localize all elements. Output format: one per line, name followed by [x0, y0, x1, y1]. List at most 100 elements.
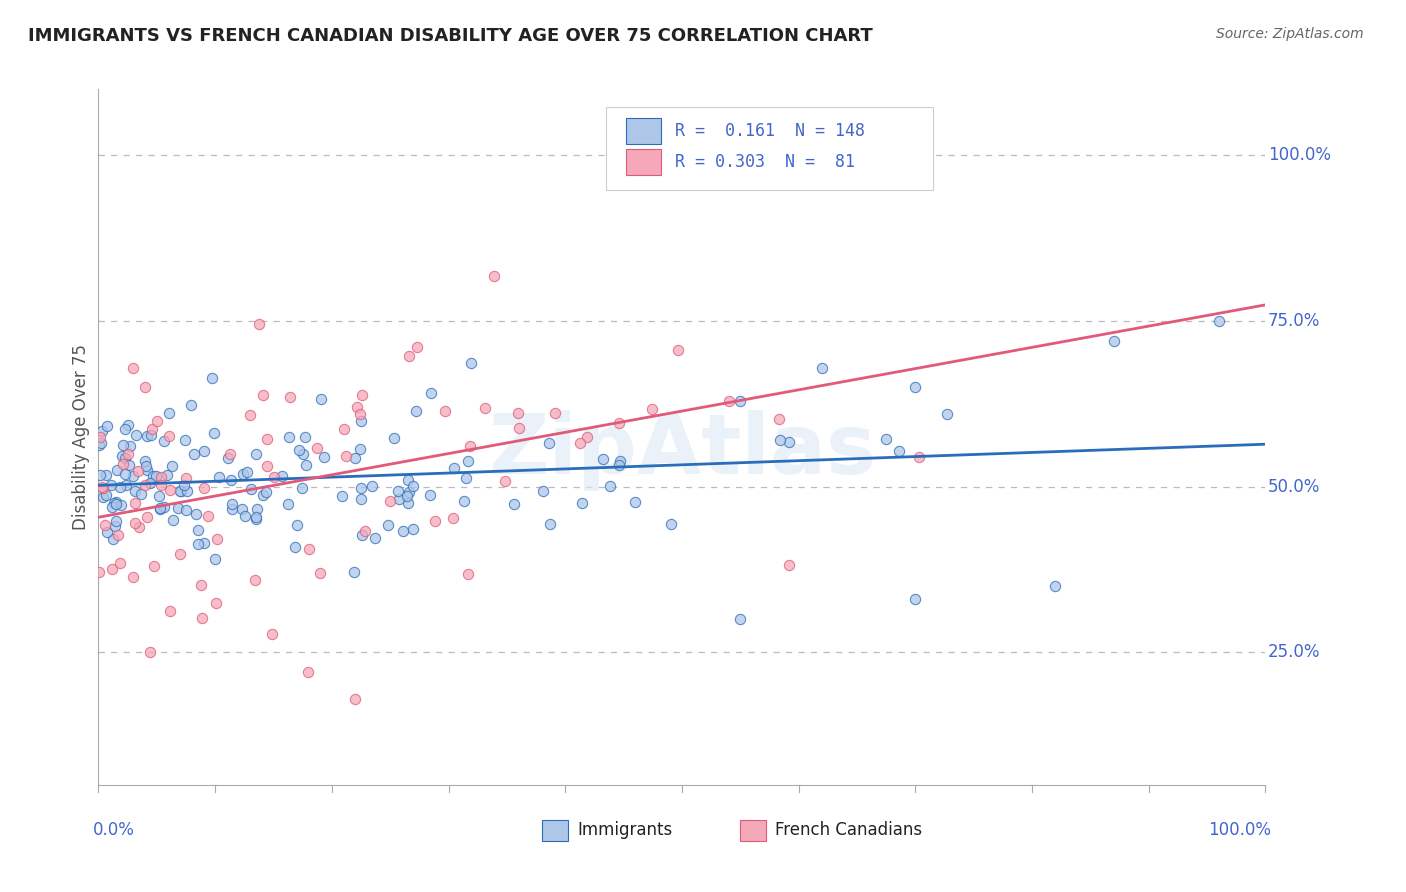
Point	[148, 489, 170, 503]
Point	[128, 519, 150, 533]
Point	[271, 469, 294, 483]
Point	[218, 447, 240, 461]
Point	[239, 408, 262, 422]
Text: 25.0%: 25.0%	[1268, 643, 1320, 662]
Point	[221, 473, 243, 487]
Point	[131, 487, 153, 501]
Point	[343, 565, 366, 579]
Point	[87, 565, 110, 579]
Point	[576, 430, 599, 444]
Point	[308, 566, 330, 580]
Point	[484, 268, 506, 283]
Point	[104, 497, 127, 511]
Point	[173, 478, 195, 492]
Point	[599, 478, 621, 492]
Point	[118, 439, 141, 453]
Point	[122, 570, 145, 584]
Point	[778, 558, 800, 572]
Point	[392, 524, 415, 538]
Point	[382, 431, 405, 445]
Point	[180, 398, 202, 412]
Point	[117, 418, 139, 433]
Point	[90, 436, 112, 450]
Point	[443, 461, 465, 475]
Point	[344, 450, 367, 465]
Point	[169, 484, 191, 499]
Point	[217, 451, 239, 466]
Point	[349, 407, 371, 421]
Point	[135, 459, 157, 474]
Point	[380, 494, 402, 508]
Point	[252, 388, 274, 402]
Point	[221, 497, 243, 511]
Point	[91, 490, 114, 504]
Point	[433, 404, 456, 418]
Point	[114, 450, 136, 465]
Point	[184, 507, 207, 521]
Point	[104, 495, 127, 509]
Point	[169, 547, 191, 561]
Point	[89, 468, 111, 483]
Point	[127, 464, 149, 478]
Point	[263, 469, 285, 483]
Point	[904, 380, 927, 394]
Point	[110, 498, 132, 512]
Point	[108, 480, 131, 494]
Point	[297, 541, 319, 556]
Text: 0.0%: 0.0%	[93, 822, 135, 839]
Point	[104, 514, 127, 528]
Point	[288, 442, 311, 457]
Point	[134, 477, 156, 491]
Point	[91, 424, 114, 438]
Point	[457, 567, 479, 582]
Point	[811, 360, 834, 375]
Point	[142, 468, 165, 483]
Point	[730, 612, 752, 626]
Point	[232, 467, 254, 481]
Point	[502, 497, 524, 511]
Text: Source: ZipAtlas.com: Source: ZipAtlas.com	[1216, 27, 1364, 41]
Y-axis label: Disability Age Over 75: Disability Age Over 75	[72, 344, 90, 530]
Point	[156, 467, 179, 482]
Point	[252, 488, 274, 502]
Point	[122, 360, 145, 375]
Point	[1208, 314, 1230, 328]
Point	[346, 400, 368, 414]
FancyBboxPatch shape	[606, 106, 932, 190]
Point	[153, 434, 176, 449]
Point	[571, 495, 593, 509]
Point	[193, 443, 215, 458]
Point	[101, 562, 124, 576]
Point	[592, 451, 614, 466]
Point	[292, 447, 315, 461]
Point	[423, 514, 446, 528]
Point	[124, 516, 146, 530]
Point	[149, 500, 172, 515]
Point	[139, 475, 162, 490]
Text: Immigrants: Immigrants	[576, 822, 672, 839]
Point	[145, 469, 167, 483]
Point	[419, 386, 441, 401]
Point	[197, 508, 219, 523]
Text: 100.0%: 100.0%	[1268, 146, 1330, 164]
Point	[398, 484, 420, 499]
Point	[607, 416, 630, 430]
Point	[666, 343, 689, 358]
Point	[170, 483, 193, 498]
Point	[167, 501, 190, 516]
Point	[335, 449, 357, 463]
Point	[285, 517, 308, 532]
Point	[531, 484, 554, 499]
Point	[136, 463, 159, 477]
Point	[537, 435, 560, 450]
Point	[387, 483, 409, 498]
Point	[135, 428, 157, 442]
Point	[142, 559, 165, 574]
Point	[508, 405, 530, 419]
Text: 100.0%: 100.0%	[1208, 822, 1271, 839]
Point	[398, 349, 420, 363]
Point	[388, 492, 411, 507]
Point	[162, 513, 184, 527]
Point	[443, 511, 465, 525]
Point	[354, 524, 377, 538]
